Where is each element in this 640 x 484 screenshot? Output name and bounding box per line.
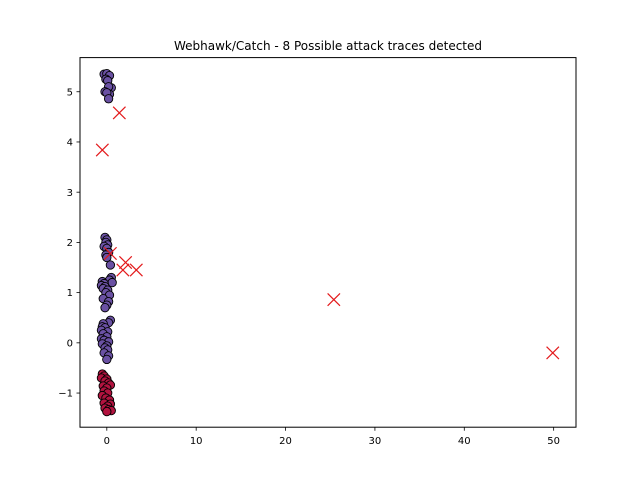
x-tick-label: 10: [190, 436, 203, 447]
chart-title: Webhawk/Catch - 8 Possible attack traces…: [174, 39, 482, 53]
anomaly-marker: [546, 346, 560, 360]
y-tick-label: 3: [67, 188, 73, 199]
anomaly-marker: [327, 293, 341, 307]
x-tick-label: 50: [547, 436, 560, 447]
anomaly-marker: [112, 106, 126, 120]
y-tick-label: 0: [67, 338, 73, 349]
x-tick-label: 20: [279, 436, 292, 447]
anomaly-marker: [118, 255, 133, 270]
anomaly-marker: [95, 143, 109, 157]
x-tick-label: 40: [458, 436, 471, 447]
cluster-point: [100, 303, 110, 313]
anomaly-marker: [116, 263, 130, 277]
x-tick-label: 0: [104, 436, 110, 447]
data-points: [95, 69, 560, 417]
cluster-point: [103, 94, 114, 104]
axis-ticks: 0 10 20 30 40 50 −1 0 1 2 3 4 5: [58, 87, 560, 447]
y-tick-label: 1: [67, 288, 73, 299]
x-tick-label: 30: [369, 436, 382, 447]
y-tick-label: 4: [67, 138, 73, 149]
y-tick-label: 2: [67, 238, 73, 249]
anomaly-marker: [103, 246, 118, 261]
anomaly-marker: [129, 263, 143, 277]
cluster-point: [105, 260, 116, 270]
plot-area-frame: [79, 57, 577, 428]
y-tick-label: 5: [67, 87, 73, 98]
cluster-point: [102, 406, 112, 417]
y-tick-label: −1: [58, 389, 73, 400]
cluster-point: [102, 354, 112, 365]
